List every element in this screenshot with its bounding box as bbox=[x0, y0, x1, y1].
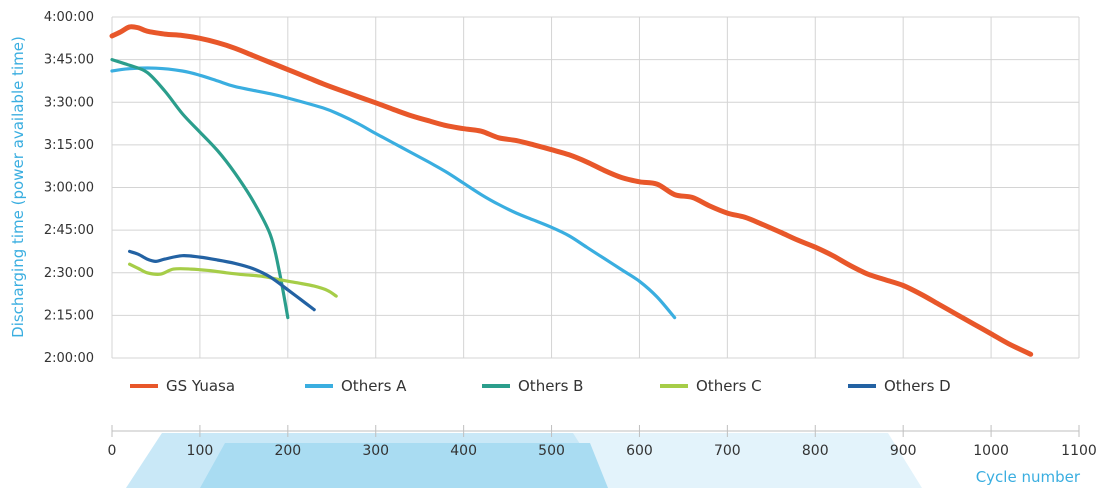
x-tick-label: 100 bbox=[187, 443, 214, 459]
x-tick-label: 400 bbox=[450, 443, 477, 459]
y-axis-title: Discharging time (power available time) bbox=[9, 36, 27, 338]
series-line-others-b bbox=[110, 58, 290, 320]
series-line-others-a bbox=[110, 66, 677, 320]
x-axis-title: Cycle number bbox=[976, 468, 1081, 486]
legend-label-others-c: Others C bbox=[696, 377, 762, 395]
y-tick-label: 2:00:00 bbox=[44, 351, 94, 366]
x-tick-label: 200 bbox=[274, 443, 301, 459]
legend: GS Yuasa Others A Others B Others C Others D bbox=[130, 377, 951, 395]
x-axis bbox=[111, 425, 1080, 437]
x-tick-label: 800 bbox=[802, 443, 829, 459]
series-lines bbox=[109, 24, 1034, 357]
x-tick-label: 1000 bbox=[973, 443, 1009, 459]
grid bbox=[111, 16, 1080, 359]
legend-label-others-b: Others B bbox=[518, 377, 583, 395]
y-tick-label: 3:45:00 bbox=[44, 53, 94, 68]
x-tick-label: 1100 bbox=[1061, 443, 1097, 459]
x-tick-label: 500 bbox=[538, 443, 565, 459]
x-tick-label: 900 bbox=[890, 443, 917, 459]
decorative-band-front bbox=[200, 443, 608, 488]
x-tick-label: 0 bbox=[108, 443, 117, 459]
x-tick-label: 700 bbox=[714, 443, 741, 459]
y-tick-label: 3:00:00 bbox=[44, 181, 94, 196]
y-tick-label: 3:30:00 bbox=[44, 95, 94, 110]
legend-label-others-a: Others A bbox=[341, 377, 407, 395]
x-tick-label: 600 bbox=[626, 443, 653, 459]
y-axis-ticks: 4:00:00 3:45:00 3:30:00 3:15:00 3:00:00 2:45:… bbox=[44, 10, 94, 366]
x-tick-label: 300 bbox=[362, 443, 389, 459]
legend-label-others-d: Others D bbox=[884, 377, 951, 395]
series-line-others-d bbox=[128, 249, 316, 312]
series-line-gs-yuasa bbox=[109, 24, 1034, 357]
legend-label-gs-yuasa: GS Yuasa bbox=[166, 377, 235, 395]
x-axis-ticks: 0 100 200 300 400 500 600 700 800 900 1000 1100 bbox=[108, 443, 1097, 459]
y-tick-label: 3:15:00 bbox=[44, 138, 94, 153]
y-tick-label: 4:00:00 bbox=[44, 10, 94, 25]
series-line-others-c bbox=[128, 262, 338, 298]
y-tick-label: 2:15:00 bbox=[44, 308, 94, 323]
y-tick-label: 2:45:00 bbox=[44, 223, 94, 238]
y-tick-label: 2:30:00 bbox=[44, 266, 94, 281]
